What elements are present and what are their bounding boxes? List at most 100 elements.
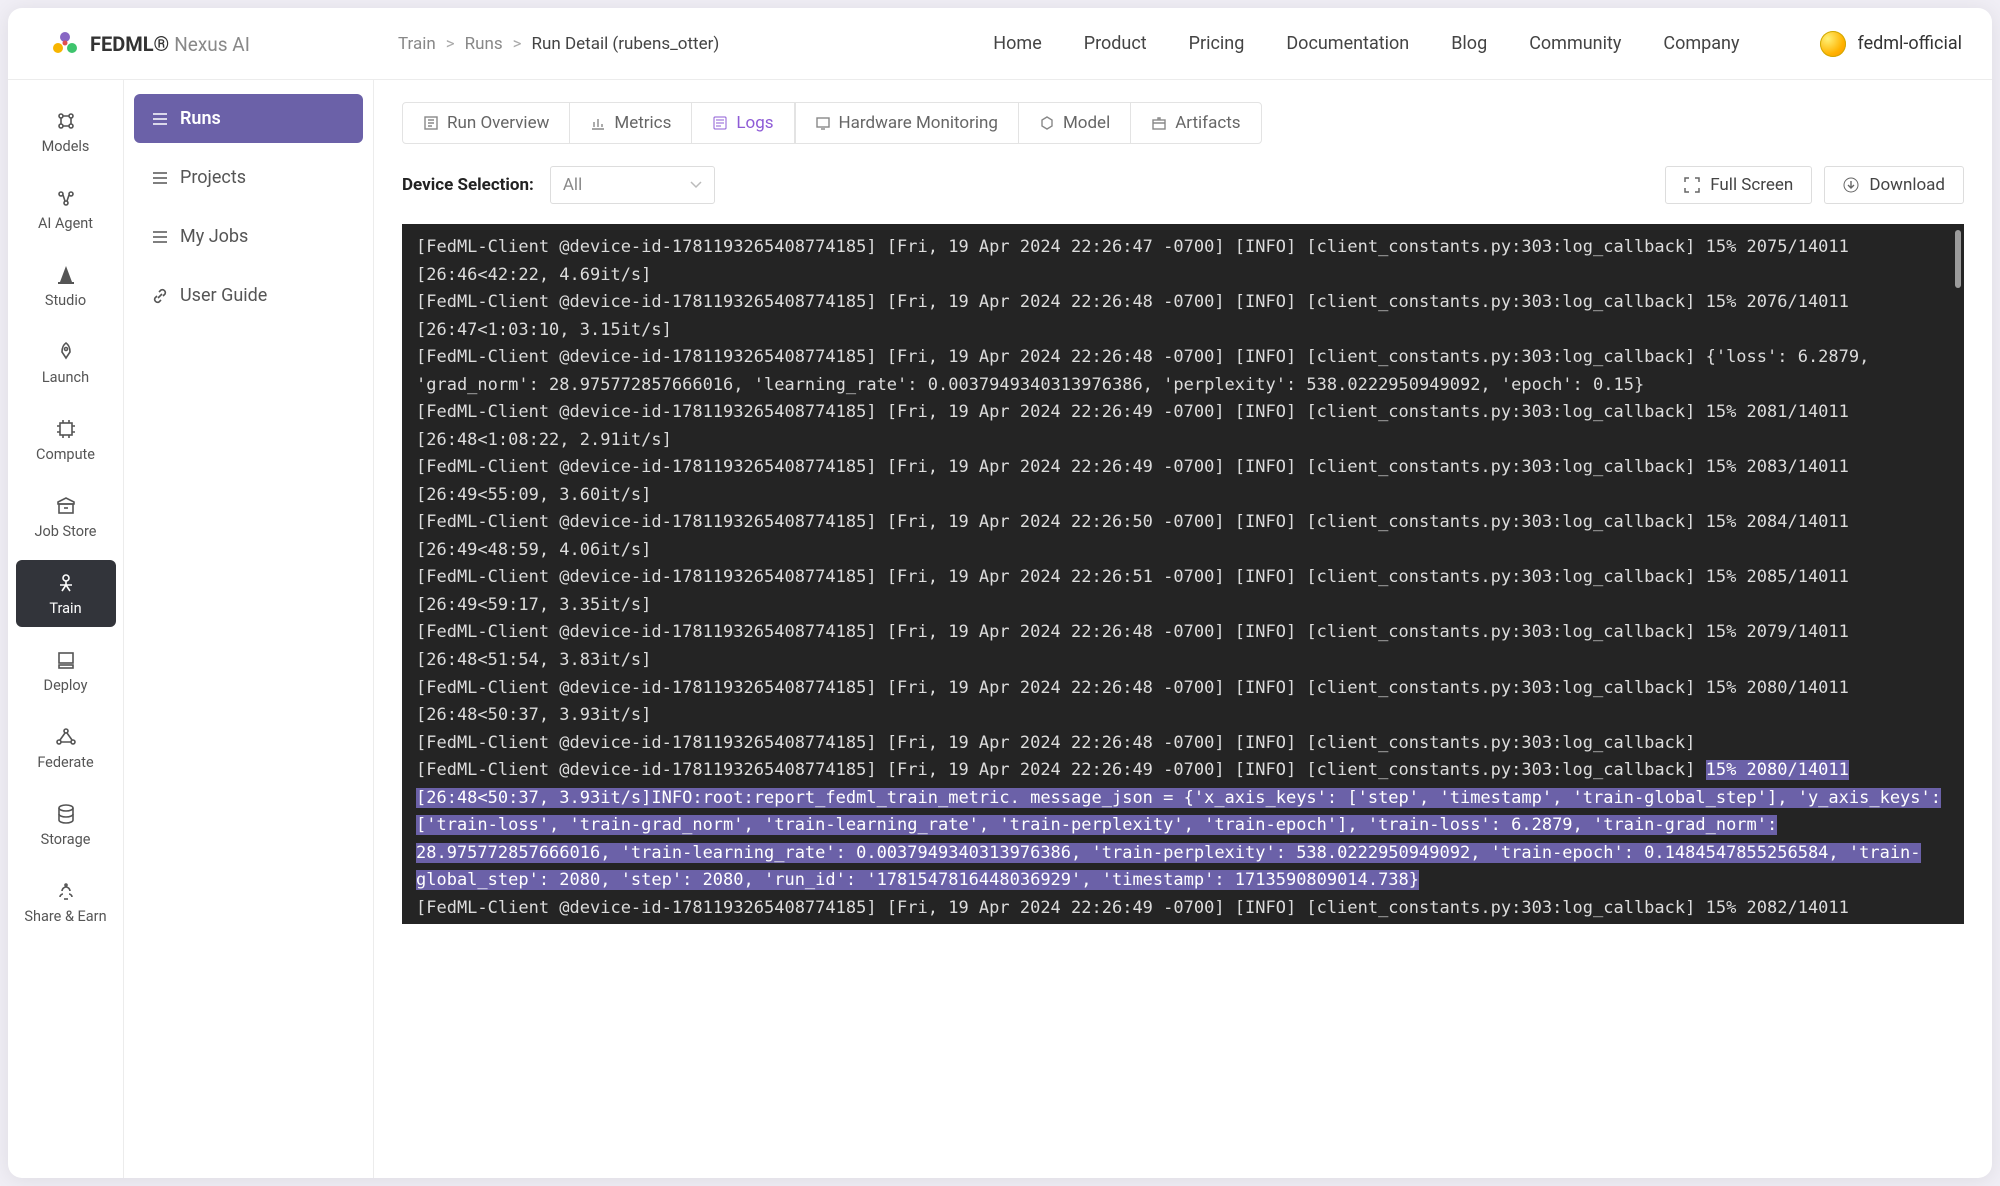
nav-product[interactable]: Product — [1084, 33, 1147, 54]
brand-logo[interactable]: FEDML® Nexus AI — [8, 29, 308, 59]
submenu-runs[interactable]: Runs — [134, 94, 363, 143]
hardware-icon — [815, 115, 831, 131]
rail-item-deploy[interactable]: Deploy — [16, 637, 116, 704]
menu-icon — [152, 230, 168, 244]
tab-model[interactable]: Model — [1019, 103, 1131, 143]
download-button[interactable]: Download — [1824, 166, 1964, 204]
launch-icon — [53, 339, 79, 365]
top-bar: FEDML® Nexus AI Train > Runs > Run Detai… — [8, 8, 1992, 80]
tab-label: Artifacts — [1175, 113, 1240, 133]
rail-item-train[interactable]: Train — [16, 560, 116, 627]
rail-label: Compute — [36, 446, 95, 463]
rail-label: Train — [49, 600, 81, 617]
agent-icon — [53, 185, 79, 211]
tab-artifacts[interactable]: Artifacts — [1131, 103, 1260, 143]
menu-icon — [152, 171, 168, 185]
fullscreen-button[interactable]: Full Screen — [1665, 166, 1812, 204]
rail-label: Launch — [42, 369, 89, 386]
nav-documentation[interactable]: Documentation — [1286, 33, 1409, 54]
rail-item-share-earn[interactable]: Share & Earn — [16, 868, 116, 935]
device-selection-label: Device Selection: — [402, 175, 534, 195]
rail-item-ai-agent[interactable]: AI Agent — [16, 175, 116, 242]
top-nav: Home Product Pricing Documentation Blog … — [993, 33, 1739, 54]
rail-item-compute[interactable]: Compute — [16, 406, 116, 473]
download-icon — [1843, 177, 1859, 193]
log-line: [FedML-Client @device-id-178119326540877… — [416, 898, 1849, 924]
submenu-label: Projects — [180, 167, 246, 188]
submenu-label: User Guide — [180, 285, 267, 306]
secondary-menu: Runs Projects My Jobs User Guide — [124, 80, 374, 1178]
log-line: [FedML-Client @device-id-178119326540877… — [416, 678, 1849, 726]
rail-label: Deploy — [44, 677, 88, 694]
breadcrumb: Train > Runs > Run Detail (rubens_otter) — [308, 34, 719, 54]
device-selection-value: All — [563, 175, 582, 195]
nav-blog[interactable]: Blog — [1451, 33, 1487, 54]
tab-logs[interactable]: Logs — [692, 103, 794, 143]
brand-sub: Nexus AI — [174, 33, 250, 56]
storage-icon — [53, 801, 79, 827]
federate-icon — [53, 724, 79, 750]
menu-icon — [152, 112, 168, 126]
nav-pricing[interactable]: Pricing — [1189, 33, 1245, 54]
nav-company[interactable]: Company — [1663, 33, 1739, 54]
rail-label: Studio — [45, 292, 86, 309]
log-line: [FedML-Client @device-id-178119326540877… — [416, 512, 1849, 560]
log-line: [FedML-Client @device-id-178119326540877… — [416, 567, 1849, 615]
tab-label: Model — [1063, 113, 1110, 133]
link-icon — [152, 288, 168, 304]
left-rail: Models AI Agent Studio Launch Compute Job Sto… — [8, 80, 124, 1178]
tab-label: Run Overview — [447, 113, 549, 133]
log-line: [FedML-Client @device-id-178119326540877… — [416, 457, 1849, 505]
log-output[interactable]: [FedML-Client @device-id-178119326540877… — [402, 224, 1964, 924]
share-icon — [53, 878, 79, 904]
nav-community[interactable]: Community — [1529, 33, 1621, 54]
tab-label: Metrics — [614, 113, 671, 133]
rail-item-federate[interactable]: Federate — [16, 714, 116, 781]
log-line: [FedML-Client @device-id-178119326540877… — [416, 402, 1849, 450]
compute-icon — [53, 416, 79, 442]
chevron-down-icon — [690, 181, 702, 189]
rail-label: Share & Earn — [24, 908, 106, 925]
crumb-run-detail: Run Detail (rubens_otter) — [532, 34, 720, 54]
log-scrollbar[interactable] — [1955, 230, 1961, 288]
log-line: [FedML-Client @device-id-178119326540877… — [416, 733, 1695, 753]
rail-item-launch[interactable]: Launch — [16, 329, 116, 396]
username: fedml-official — [1858, 33, 1962, 54]
tab-run-overview[interactable]: Run Overview — [403, 103, 570, 143]
fullscreen-icon — [1684, 177, 1700, 193]
submenu-my-jobs[interactable]: My Jobs — [134, 212, 363, 261]
log-line: [FedML-Client @device-id-178119326540877… — [416, 760, 1706, 780]
submenu-label: Runs — [180, 108, 221, 129]
logo-icon — [50, 29, 80, 59]
device-selection-dropdown[interactable]: All — [550, 166, 715, 204]
user-menu[interactable]: fedml-official — [1820, 31, 1962, 57]
rail-label: AI Agent — [38, 215, 93, 232]
artifacts-icon — [1151, 115, 1167, 131]
tab-label: Logs — [736, 113, 773, 133]
submenu-user-guide[interactable]: User Guide — [134, 271, 363, 320]
crumb-train[interactable]: Train — [398, 34, 436, 54]
fullscreen-label: Full Screen — [1710, 175, 1793, 195]
overview-icon — [423, 115, 439, 131]
tab-metrics[interactable]: Metrics — [570, 103, 692, 143]
crumb-runs[interactable]: Runs — [465, 34, 503, 54]
submenu-projects[interactable]: Projects — [134, 153, 363, 202]
log-line: [FedML-Client @device-id-178119326540877… — [416, 347, 1869, 395]
nav-home[interactable]: Home — [993, 33, 1041, 54]
studio-icon — [53, 262, 79, 288]
content-area: Run Overview Metrics Logs Hardware Monitori… — [374, 80, 1992, 1178]
brand-name: FEDML® — [90, 32, 169, 56]
avatar — [1820, 31, 1846, 57]
download-label: Download — [1869, 175, 1945, 195]
tab-hardware-monitoring[interactable]: Hardware Monitoring — [795, 103, 1019, 143]
submenu-label: My Jobs — [180, 226, 248, 247]
log-line: [FedML-Client @device-id-178119326540877… — [416, 622, 1849, 670]
log-line: [FedML-Client @device-id-178119326540877… — [416, 237, 1849, 285]
rail-item-job-store[interactable]: Job Store — [16, 483, 116, 550]
rail-item-studio[interactable]: Studio — [16, 252, 116, 319]
run-tabs: Run Overview Metrics Logs Hardware Monitori… — [402, 102, 1262, 144]
logs-icon — [712, 115, 728, 131]
rail-item-storage[interactable]: Storage — [16, 791, 116, 858]
rail-item-models[interactable]: Models — [16, 98, 116, 165]
log-line: [FedML-Client @device-id-178119326540877… — [416, 292, 1849, 340]
